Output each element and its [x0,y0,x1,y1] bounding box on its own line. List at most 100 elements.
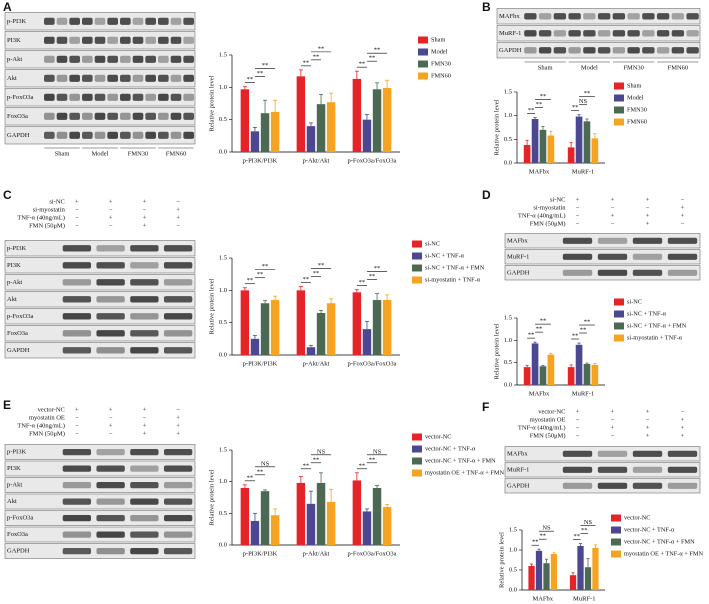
legend-label: FMN60 [627,118,647,125]
blot-band [562,253,593,260]
blot-row-label: GAPDH [7,548,30,555]
blot-band [44,112,55,120]
blot-band [597,450,628,457]
blot-band [145,74,156,82]
bar [591,138,599,163]
blot-band [94,36,106,44]
y-tick-label: 1.5 [504,314,512,321]
blot-band [632,450,663,457]
condition-sign: + [681,432,685,439]
condition-sign: − [109,430,113,437]
bar [550,554,558,590]
blot-band [183,112,194,120]
sig-label: ** [369,273,376,280]
blot-strip [4,12,196,31]
blot-band [56,74,68,82]
sig-label: ** [318,45,325,52]
condition-sign: + [176,414,180,421]
y-tick-label: 0.5 [219,116,227,123]
group-label: Model [581,64,598,71]
blot-band [145,131,156,139]
blot-row-label: p-PI3K [7,449,26,456]
blot-band [145,55,156,63]
condition-sign: + [143,422,147,429]
blot-band [158,131,169,139]
sig-label: ** [247,277,254,284]
condition-sign: + [75,406,79,413]
blot-band [170,55,182,63]
sig-label: ** [374,265,381,272]
blot-band [62,330,92,337]
bar [539,129,547,163]
blot-band [183,74,194,82]
bar [543,563,550,590]
blot-strip [496,25,701,42]
condition-sign: − [109,206,113,213]
blot-row-label: PI3K [7,262,21,269]
blot-band [56,131,68,139]
blot-band [562,450,593,457]
condition-label: si-myostatin [33,206,66,213]
bar [352,480,362,545]
legend-label: si-myostatin + TNF-α [627,334,683,341]
blot-band [170,93,182,101]
x-tick-label: p-PI3K/PI3K [243,550,278,557]
x-tick-label: MAFbx [529,168,550,175]
blot-band [597,482,628,489]
blot-band [69,112,80,120]
blot-band [107,17,118,25]
legend-label: si-NC + TNF-α [425,252,465,259]
bar [250,338,260,355]
condition-sign: + [109,422,113,429]
bar [535,550,543,590]
legend-label: FMN60 [431,72,451,79]
blot-band [132,36,144,44]
blot-band [667,269,698,276]
condition-sign: + [143,222,147,229]
sig-label: ** [536,101,543,108]
legend-label: si-NC [627,298,642,305]
bar [352,78,362,152]
sig-label: ** [359,61,366,68]
y-tick-label: 0.0 [219,351,227,358]
legend-swatch [418,72,428,80]
condition-sign: − [576,220,580,227]
y-tick-label: 0.5 [509,566,517,573]
panel-letter: B [482,0,491,14]
blot-row-label: p-FoxO3a [7,313,33,320]
blot-band [96,531,125,538]
condition-sign: − [75,206,79,213]
panel-letter: A [3,0,12,14]
legend-swatch [418,36,428,44]
blot-band [130,531,159,538]
sig-label: ** [369,55,376,62]
condition-sign: + [176,422,180,429]
bar [523,145,531,163]
legend-label: vector-NC [624,514,650,521]
bar [531,343,539,385]
blot-band [56,93,68,101]
blot-row-label: FoxO3a [7,330,28,337]
blot-band [130,465,159,472]
bar [583,364,591,385]
blot-band [632,237,663,244]
blot-band [62,448,92,456]
sig-label: ** [540,318,547,325]
bar [316,482,326,545]
condition-sign: − [681,196,685,203]
blot-band [132,112,144,120]
blot-band [62,313,92,320]
blot-band [94,74,106,82]
condition-sign: − [109,414,113,421]
bar [296,482,306,545]
y-tick-label: 0.5 [504,136,512,143]
y-tick-label: 0.0 [504,381,512,388]
blot-band [96,330,125,337]
blot-band [94,55,106,63]
bar [270,515,280,545]
sig-label: ** [584,90,591,97]
blot-band [62,279,92,286]
sig-label: ** [257,70,264,77]
condition-label: vector-NC [38,406,65,413]
sig-label: ** [313,456,320,463]
